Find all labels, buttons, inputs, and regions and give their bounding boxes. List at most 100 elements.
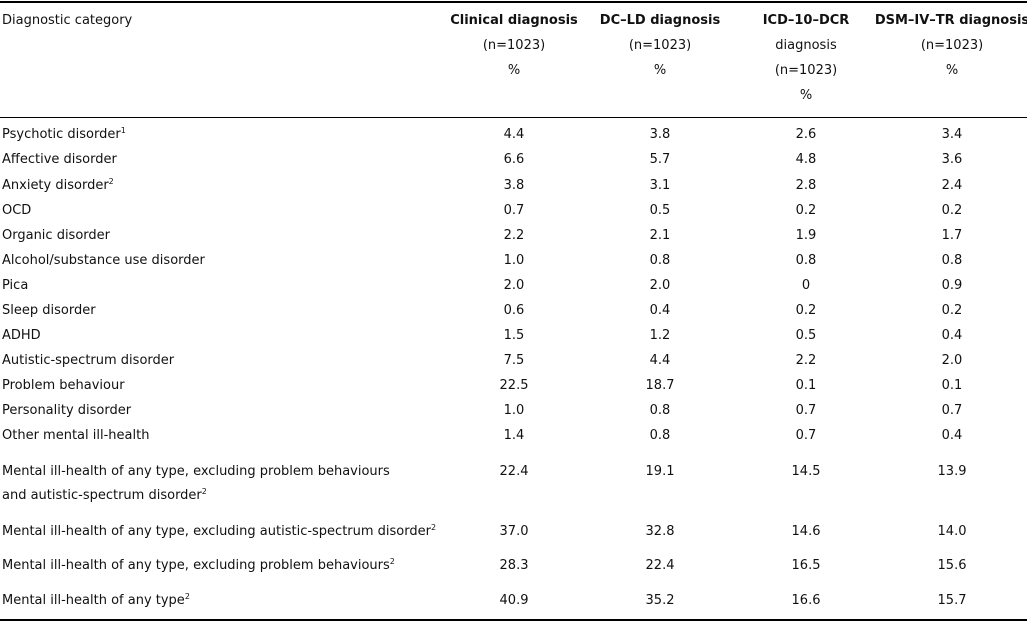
cell-value: 3.8 <box>503 178 525 193</box>
column-header: % <box>653 63 667 78</box>
cell-value: 2.2 <box>503 228 525 243</box>
cell-value: 40.9 <box>499 593 529 608</box>
row-label: Mental ill-health of any type2 <box>2 592 190 609</box>
row-label: Alcohol/substance use disorder <box>2 253 205 268</box>
cell-value: 19.1 <box>645 464 675 479</box>
row-label: Problem behaviour <box>2 378 125 393</box>
row-label: and autistic-spectrum disorder2 <box>2 487 207 504</box>
cell-value: 15.6 <box>937 558 967 573</box>
column-header: (n=1023) <box>774 63 838 78</box>
column-header: (n=1023) <box>628 38 692 53</box>
cell-value: 0 <box>801 278 811 293</box>
row-label: Psychotic disorder1 <box>2 126 126 143</box>
cell-value: 35.2 <box>645 593 675 608</box>
cell-value: 2.2 <box>795 353 817 368</box>
cell-value: 0.5 <box>649 203 671 218</box>
cell-value: 0.4 <box>941 328 963 343</box>
column-header: ICD–10–DCR <box>762 13 850 28</box>
cell-value: 0.6 <box>503 303 525 318</box>
cell-value: 14.5 <box>791 464 821 479</box>
cell-value: 2.0 <box>649 278 671 293</box>
cell-value: 7.5 <box>503 353 525 368</box>
cell-value: 0.2 <box>795 303 817 318</box>
cell-value: 4.4 <box>649 353 671 368</box>
cell-value: 0.4 <box>941 428 963 443</box>
cell-value: 0.5 <box>795 328 817 343</box>
row-label: Affective disorder <box>2 152 117 167</box>
cell-value: 0.2 <box>941 303 963 318</box>
cell-value: 16.6 <box>791 593 821 608</box>
row-label: OCD <box>2 203 32 218</box>
cell-value: 16.5 <box>791 558 821 573</box>
footnote-marker: 2 <box>430 523 437 532</box>
row-label: Sleep disorder <box>2 303 96 318</box>
row-label: Pica <box>2 278 29 293</box>
cell-value: 0.7 <box>795 403 817 418</box>
cell-value: 1.0 <box>503 253 525 268</box>
cell-value: 0.8 <box>649 428 671 443</box>
cell-value: 2.0 <box>941 353 963 368</box>
column-header: DSM–IV–TR diagnosis <box>874 13 1027 28</box>
cell-value: 3.6 <box>941 152 963 167</box>
cell-value: 0.8 <box>649 253 671 268</box>
cell-value: 15.7 <box>937 593 967 608</box>
cell-value: 2.0 <box>503 278 525 293</box>
cell-value: 0.4 <box>649 303 671 318</box>
row-label: Mental ill-health of any type, excluding… <box>2 557 395 574</box>
cell-value: 0.8 <box>941 253 963 268</box>
row-label: ADHD <box>2 328 41 343</box>
top-rule <box>0 1 1027 3</box>
cell-value: 0.2 <box>941 203 963 218</box>
cell-value: 32.8 <box>645 524 675 539</box>
cell-value: 1.7 <box>941 228 963 243</box>
row-label: Mental ill-health of any type, excluding… <box>2 523 437 540</box>
cell-value: 3.1 <box>649 178 671 193</box>
cell-value: 2.8 <box>795 178 817 193</box>
cell-value: 0.7 <box>503 203 525 218</box>
column-header: % <box>507 63 521 78</box>
cell-value: 22.5 <box>499 378 529 393</box>
cell-value: 0.1 <box>795 378 817 393</box>
header-rule <box>0 117 1027 118</box>
cell-value: 0.7 <box>795 428 817 443</box>
footnote-marker: 2 <box>389 557 395 566</box>
cell-value: 2.1 <box>649 228 671 243</box>
cell-value: 3.8 <box>649 127 671 142</box>
row-label: Anxiety disorder2 <box>2 177 114 194</box>
cell-value: 2.4 <box>941 178 963 193</box>
cell-value: 0.2 <box>795 203 817 218</box>
cell-value: 14.0 <box>937 524 967 539</box>
cell-value: 1.4 <box>503 428 525 443</box>
cell-value: 13.9 <box>937 464 967 479</box>
cell-value: 1.9 <box>795 228 817 243</box>
cell-value: 22.4 <box>645 558 675 573</box>
cell-value: 5.7 <box>649 152 671 167</box>
column-header: (n=1023) <box>920 38 984 53</box>
cell-value: 1.0 <box>503 403 525 418</box>
cell-value: 28.3 <box>499 558 529 573</box>
cell-value: 3.4 <box>941 127 963 142</box>
cell-value: 2.6 <box>795 127 817 142</box>
cell-value: 22.4 <box>499 464 529 479</box>
header-label: Diagnostic category <box>2 13 133 28</box>
cell-value: 0.7 <box>941 403 963 418</box>
cell-value: 1.2 <box>649 328 671 343</box>
cell-value: 0.8 <box>795 253 817 268</box>
footnote-marker: 1 <box>120 126 126 135</box>
footnote-marker: 2 <box>108 177 114 186</box>
cell-value: 1.5 <box>503 328 525 343</box>
cell-value: 0.9 <box>941 278 963 293</box>
column-header: (n=1023) <box>482 38 546 53</box>
cell-value: 6.6 <box>503 152 525 167</box>
cell-value: 14.6 <box>791 524 821 539</box>
row-label: Mental ill-health of any type, excluding… <box>2 464 390 479</box>
row-label: Autistic-spectrum disorder <box>2 353 175 368</box>
row-label: Personality disorder <box>2 403 132 418</box>
cell-value: 18.7 <box>645 378 675 393</box>
cell-value: 4.8 <box>795 152 817 167</box>
column-header: % <box>945 63 959 78</box>
row-label: Other mental ill-health <box>2 428 150 443</box>
cell-value: 37.0 <box>499 524 529 539</box>
cell-value: 0.8 <box>649 403 671 418</box>
